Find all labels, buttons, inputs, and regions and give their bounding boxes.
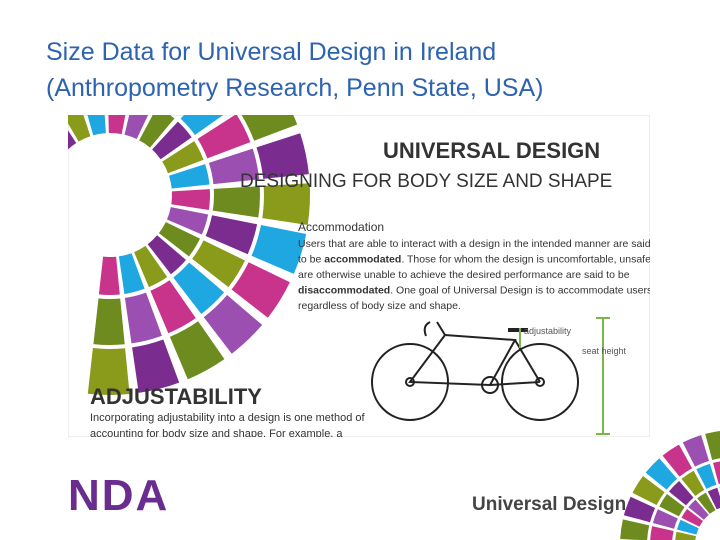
decor-segment	[681, 470, 705, 496]
section-line: accounting for body size and shape. For …	[90, 428, 343, 440]
brand: Universal Design	[472, 494, 626, 515]
decor-segment	[241, 115, 298, 141]
decor-segment	[0, 27, 26, 86]
decor-segment	[192, 240, 245, 288]
section-line: are otherwise unable to achieve the desi…	[298, 269, 630, 281]
section-line: disaccommodated. One goal of Universal D…	[298, 285, 652, 297]
decor-segment	[262, 183, 311, 225]
decor-segment	[93, 298, 125, 346]
decor-segment	[677, 519, 699, 535]
decor-segment	[203, 295, 263, 354]
section-line: Users that are able to interact with a d…	[298, 238, 651, 250]
decor-segment	[98, 256, 120, 295]
section-title: Accommodation	[298, 220, 384, 234]
decor-segment	[162, 141, 204, 174]
text-run: disaccommodated	[298, 285, 390, 297]
decor-segment	[697, 492, 716, 514]
decor-segment	[650, 526, 674, 540]
decor-segment	[623, 496, 656, 523]
decor-segment	[152, 121, 192, 160]
text-run: accommodated	[324, 254, 401, 266]
decor-segment	[688, 499, 709, 520]
frame	[408, 321, 541, 387]
decor-segment	[682, 435, 709, 467]
decor-segment	[139, 115, 175, 148]
text-run: . One goal of Universal Design is to acc…	[390, 285, 652, 297]
decor-segment	[632, 476, 665, 505]
decor-segment	[713, 461, 720, 485]
figure-subheading: DESIGNING FOR BODY SIZE AND SHAPE	[240, 171, 612, 192]
decor-segment	[197, 115, 251, 159]
decor-segment	[180, 115, 224, 135]
text-run: are otherwise unable to achieve the desi…	[298, 269, 630, 281]
decor-segment	[707, 487, 720, 510]
decor-segment	[173, 262, 225, 314]
decor-segment	[68, 115, 91, 142]
decor-segment	[68, 130, 77, 150]
decor-segment	[167, 207, 209, 235]
decor-segment	[645, 458, 678, 490]
title-line: Size Data for Universal Design in Irelan…	[46, 38, 496, 66]
decor-segment	[668, 481, 694, 506]
chainring	[481, 376, 499, 394]
decor-segment	[169, 164, 210, 189]
text-run: . Those for whom the design is uncomfort…	[401, 254, 666, 266]
decor-segment	[176, 115, 178, 116]
decor-segment	[256, 133, 309, 179]
title-line: (Anthropometry Research, Penn State, USA…	[46, 74, 543, 102]
decor-wheel	[0, 27, 311, 395]
section-line: Incorporating adjustability into a desig…	[90, 412, 366, 424]
decor-segment	[158, 222, 200, 257]
decor-segment	[675, 531, 696, 540]
decor-segment	[171, 189, 210, 210]
decor-segment	[108, 115, 126, 135]
decor-segment	[150, 280, 196, 334]
text-run: to be	[298, 254, 324, 266]
decor-segment	[652, 509, 678, 529]
section-line: regardless of body size and shape.	[298, 300, 461, 312]
logo: NDA	[68, 471, 169, 520]
bike-label: adjustability	[524, 326, 572, 336]
decor-segment	[681, 509, 703, 527]
decor-wheel	[620, 431, 720, 540]
decor-segment	[662, 444, 693, 477]
bicycle	[371, 321, 579, 421]
decor-segment	[134, 245, 168, 288]
decor-segment	[118, 253, 145, 294]
decor-segment	[87, 348, 130, 395]
figure: UNIVERSAL DESIGN DESIGNING FOR BODY SIZE…	[0, 27, 667, 440]
decor-segment	[620, 519, 650, 540]
decor-segment	[87, 115, 106, 136]
wheel	[501, 343, 579, 421]
wheel	[371, 343, 449, 421]
decor-segment	[132, 339, 180, 393]
decor-segment	[251, 225, 307, 274]
section-line: to be accommodated. Those for whom the d…	[298, 254, 667, 266]
decor-segment	[212, 186, 260, 218]
section-body: Users that are able to interact with a d…	[298, 238, 667, 312]
decor-segment	[696, 463, 717, 489]
decor-segment	[147, 235, 186, 275]
decor-segment	[124, 292, 162, 344]
bike-label: seat height	[582, 346, 627, 356]
text-run: Users that are able to interact with a d…	[298, 238, 651, 250]
decor-segment	[659, 494, 685, 517]
section-heading: ADJUSTABILITY	[90, 384, 262, 409]
decor-segment	[169, 321, 225, 380]
text-run: regardless of body size and shape.	[298, 300, 461, 312]
decor-segment	[705, 431, 720, 460]
decor-segment	[208, 148, 260, 185]
decor-segment	[124, 115, 149, 139]
figure-heading: UNIVERSAL DESIGN	[383, 138, 600, 163]
decor-segment	[205, 215, 258, 255]
decor-segment	[231, 262, 290, 318]
